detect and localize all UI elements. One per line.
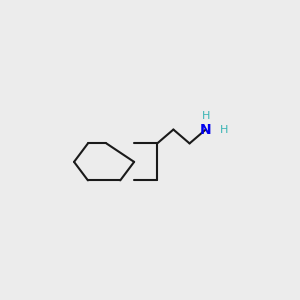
Text: H: H	[220, 124, 228, 135]
Text: H: H	[202, 111, 210, 121]
Text: N: N	[200, 123, 212, 136]
